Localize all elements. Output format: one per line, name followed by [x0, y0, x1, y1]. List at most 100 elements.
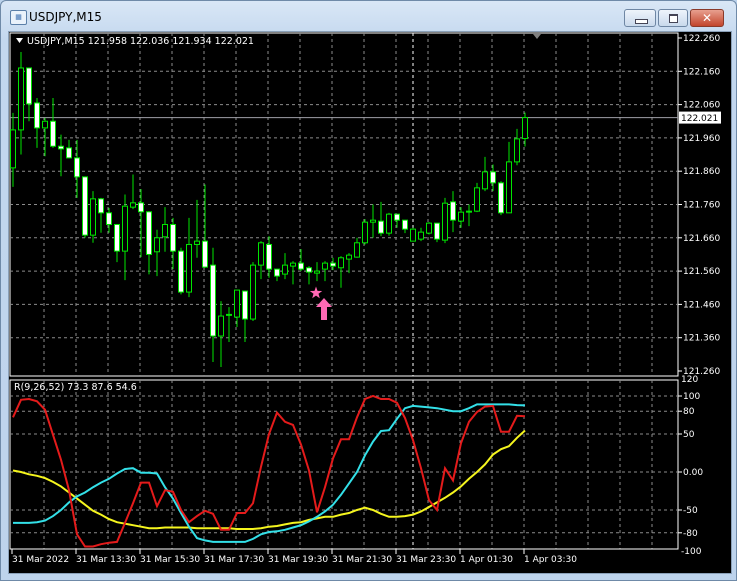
candle: [258, 241, 264, 280]
candle-body: [426, 222, 432, 234]
candle: [210, 247, 216, 363]
candle: [522, 112, 528, 147]
candle-body: [450, 201, 456, 221]
candle-body: [258, 242, 264, 266]
candle: [138, 189, 144, 258]
indicator-tick-label: -100: [681, 547, 702, 557]
price-tick-label: 122.260: [683, 34, 720, 44]
candle: [306, 266, 312, 285]
candle-body: [282, 264, 288, 275]
candle-body: [290, 262, 296, 267]
candle-body: [410, 228, 416, 242]
candle: [242, 290, 248, 343]
candle-body: [138, 202, 144, 213]
candle-body: [522, 117, 528, 140]
current-price-badge: [679, 111, 721, 124]
indicator-tick-label: 0.00: [683, 468, 703, 478]
candle: [146, 211, 152, 275]
candle-body: [146, 211, 152, 255]
candle: [346, 253, 352, 274]
minimize-button[interactable]: [624, 9, 656, 27]
candle-body: [186, 243, 192, 293]
dropdown-triangle-icon[interactable]: [16, 38, 23, 43]
candle: [130, 174, 136, 210]
chart-window-icon: ▦: [10, 10, 27, 25]
candle-body: [42, 120, 48, 129]
candle-body: [106, 212, 112, 225]
candle: [498, 181, 504, 216]
candle-body: [298, 262, 304, 270]
candle-body: [514, 138, 520, 163]
candle: [90, 191, 96, 243]
candle-body: [98, 198, 104, 214]
time-tick-label: 31 Mar 19:30: [268, 555, 328, 565]
candle-body: [370, 219, 376, 223]
minimize-icon: [635, 19, 648, 24]
candle: [234, 289, 240, 328]
candle: [370, 204, 376, 238]
candle: [10, 112, 16, 187]
candle: [458, 207, 464, 228]
price-tick-label: 121.860: [683, 167, 720, 177]
candle: [330, 257, 336, 271]
candle: [82, 176, 88, 238]
candle: [290, 261, 296, 285]
candle: [482, 156, 488, 192]
time-tick-label: 31 Mar 23:30: [396, 555, 456, 565]
indicator-pane-header: R(9,26,52) 73.3 87.6 54.6: [14, 382, 137, 393]
candle-body: [482, 171, 488, 190]
candle-body: [202, 240, 208, 268]
chart-shift-marker[interactable]: [533, 34, 541, 39]
indicator-tick-label: 50: [683, 430, 695, 440]
candle: [434, 222, 440, 243]
candle: [58, 134, 64, 177]
indicator-line-red: [12, 394, 526, 548]
candle: [386, 212, 392, 236]
candle-body: [354, 242, 360, 258]
candle: [122, 194, 128, 281]
candle: [226, 307, 232, 343]
candle-body: [466, 210, 472, 213]
candle: [314, 262, 320, 282]
price-tick-label: 122.160: [683, 67, 720, 77]
candle: [378, 201, 384, 237]
candle-body: [178, 250, 184, 293]
time-tick-label: 31 Mar 17:30: [204, 555, 264, 565]
current-price-label: 122.021: [681, 114, 718, 124]
price-tick-label: 121.960: [683, 134, 720, 144]
time-tick-label: 1 Apr 03:30: [524, 555, 577, 565]
candle: [162, 207, 168, 252]
candle-body: [122, 205, 128, 252]
candle: [18, 51, 24, 155]
candle: [194, 199, 200, 258]
indicator-tick-label: 120: [681, 375, 698, 385]
candle-body: [378, 220, 384, 234]
chart-area[interactable]: [8, 31, 732, 574]
candle-body: [250, 264, 256, 320]
time-tick-label: 31 Mar 2022: [12, 555, 69, 565]
candle: [338, 256, 344, 288]
candle-body: [162, 223, 168, 238]
candle: [450, 191, 456, 233]
candle-body: [506, 161, 512, 214]
candle: [34, 97, 40, 148]
candle-body: [402, 219, 408, 230]
candle: [170, 217, 176, 270]
candle: [410, 227, 416, 242]
candle-body: [130, 202, 136, 208]
restore-icon: [669, 14, 678, 23]
restore-button[interactable]: [658, 9, 688, 27]
candle-body: [194, 240, 200, 245]
close-icon: ✕: [701, 11, 713, 25]
candle-body: [474, 187, 480, 212]
candle: [218, 301, 224, 368]
price-tick-label: 121.260: [683, 367, 720, 377]
candle: [98, 197, 104, 233]
candle-body: [442, 202, 448, 241]
close-button[interactable]: ✕: [690, 9, 724, 27]
candle: [266, 236, 272, 278]
candle: [362, 219, 368, 245]
indicator-pane-border: [9, 379, 679, 550]
indicator-line-yellow: [12, 429, 526, 530]
